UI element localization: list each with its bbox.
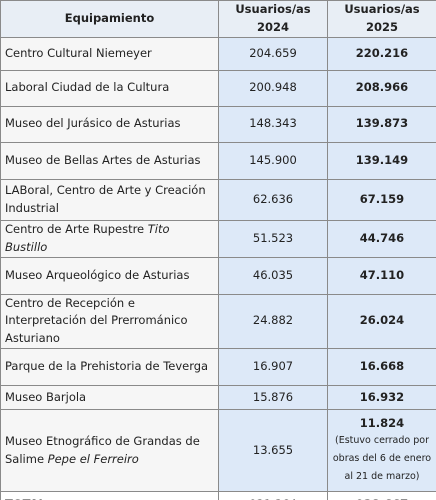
name-cell: Centro de Recepción e Interpretación del… [0, 293, 219, 350]
name-cell: TOTAL [0, 491, 219, 500]
value-2024: 51.523 [218, 219, 328, 258]
data-row: Centro de Recepción e Interpretación del… [0, 293, 436, 350]
name-text: Parque de la Prehistoria de Teverga [5, 359, 209, 374]
value-2025: 16.932 [327, 385, 436, 411]
name-text: LABoral, Centro de Arte y Creación Indus… [5, 182, 206, 215]
value-2025: 208.966 [327, 69, 436, 107]
header-cell: Usuarios/as 2025 [327, 0, 436, 38]
value-2024: 13.655 [218, 409, 328, 493]
total-row: TOTAL 931.364 938.667 [0, 491, 436, 500]
name-text: Museo de Bellas Artes de Asturias [5, 152, 201, 167]
value-2025: 139.149 [327, 141, 436, 180]
value-2025-text: 139.873 [355, 116, 409, 131]
value-2025-text: 139.149 [355, 152, 409, 167]
name-cell: Museo del Jurásico de Asturias [0, 105, 219, 143]
value-2025-text: 67.159 [359, 191, 405, 206]
name-text: Laboral Ciudad de la Cultura [5, 80, 170, 95]
value-2024: 145.900 [218, 141, 328, 180]
value-2025-text: 220.216 [355, 45, 409, 60]
name-cell: Centro Cultural Niemeyer [0, 36, 219, 71]
name-text: Museo del Jurásico de Asturias [5, 116, 181, 131]
value-2025: 16.668 [327, 348, 436, 387]
name-cell: Museo Etnográfico de Grandas de Salime P… [0, 409, 219, 493]
data-row: Museo Barjola 15.876 16.932 [0, 385, 436, 411]
value-2025: 67.159 [327, 178, 436, 221]
name-italic: Tito Bustillo [5, 221, 170, 254]
value-2025: 47.110 [327, 256, 436, 295]
name-cell: Museo de Bellas Artes de Asturias [0, 141, 219, 180]
name-text: TOTAL [5, 497, 46, 500]
value-2025: 26.024 [327, 293, 436, 350]
data-row: Museo de Bellas Artes de Asturias 145.900… [0, 141, 436, 180]
data-row: Centro de Arte Rupestre Tito Bustillo 51.… [0, 219, 436, 258]
value-2024: 46.035 [218, 256, 328, 295]
value-2024: 16.907 [218, 348, 328, 387]
value-2024: 204.659 [218, 36, 328, 71]
data-row: LABoral, Centro de Arte y Creación Indus… [0, 178, 436, 221]
value-2025-text: 11.824 [359, 416, 405, 431]
header-cell: Equipamiento [0, 0, 219, 38]
name-cell: Museo Arqueológico de Asturias [0, 256, 219, 295]
header-cell: Usuarios/as 2024 [218, 0, 328, 38]
name-italic: Pepe el Ferreiro [47, 451, 139, 466]
value-2024: 24.882 [218, 293, 328, 350]
name-cell: Parque de la Prehistoria de Teverga [0, 348, 219, 387]
value-2024: 62.636 [218, 178, 328, 221]
name-cell: Centro de Arte Rupestre Tito Bustillo [0, 219, 219, 258]
value-2025: 938.667 [327, 491, 436, 500]
name-text: Centro de Recepción e Interpretación del… [5, 295, 188, 346]
name-text: Museo Barjola [5, 389, 87, 404]
data-row: Museo del Jurásico de Asturias 148.343 139… [0, 105, 436, 143]
note: (Estuvo cerrado por obras del 6 de enero… [332, 434, 432, 482]
data-row: Laboral Ciudad de la Cultura 200.948 208.9… [0, 69, 436, 107]
value-2025-text: 26.024 [359, 313, 405, 328]
value-2024: 931.364 [218, 491, 328, 500]
name-text: Centro Cultural Niemeyer [5, 45, 152, 60]
name-text: Centro de Arte Rupestre [5, 221, 145, 236]
name-text: Museo Etnográfico de Grandas de Salime [5, 433, 200, 466]
value-2025: 11.824 (Estuvo cerrado por obras del 6 de… [327, 409, 436, 493]
value-2025-text: 47.110 [359, 267, 405, 282]
name-cell: Museo Barjola [0, 385, 219, 411]
value-2025-text: 44.746 [359, 230, 405, 245]
value-2024: 200.948 [218, 69, 328, 107]
value-2024: 148.343 [218, 105, 328, 143]
data-row: Parque de la Prehistoria de Teverga 16.90… [0, 348, 436, 387]
data-row: Centro Cultural Niemeyer 204.659 220.216 [0, 36, 436, 71]
value-2025: 220.216 [327, 36, 436, 71]
name-text: Museo Arqueológico de Asturias [5, 267, 190, 282]
value-2025: 44.746 [327, 219, 436, 258]
data-row: Museo Etnográfico de Grandas de Salime P… [0, 409, 436, 493]
value-2025-text: 938.667 [356, 497, 408, 500]
value-2025-text: 16.932 [359, 389, 405, 404]
value-2025-text: 16.668 [359, 359, 405, 374]
value-2024: 15.876 [218, 385, 328, 411]
name-cell: Laboral Ciudad de la Cultura [0, 69, 219, 107]
value-2025: 139.873 [327, 105, 436, 143]
data-row: Museo Arqueológico de Asturias 46.035 47.1… [0, 256, 436, 295]
name-cell: LABoral, Centro de Arte y Creación Indus… [0, 178, 219, 221]
header-row: Equipamiento Usuarios/as 2024 Usuarios/as … [0, 0, 436, 38]
value-2025-text: 208.966 [355, 80, 409, 95]
